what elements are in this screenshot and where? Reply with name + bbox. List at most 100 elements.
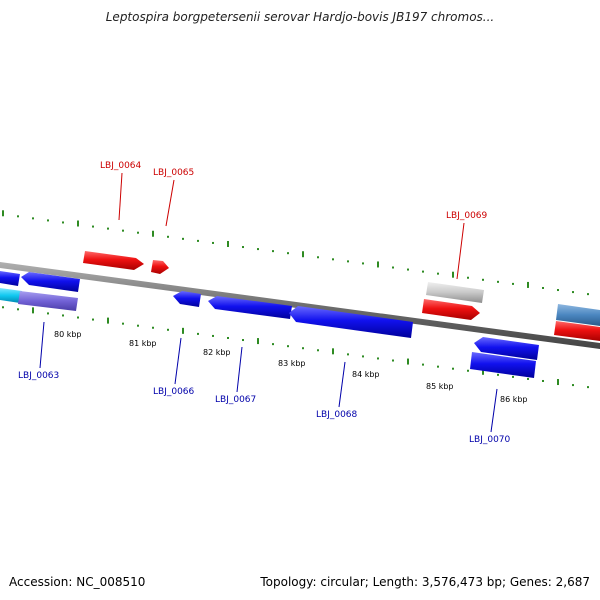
minor-tick	[17, 215, 19, 218]
major-tick	[77, 220, 79, 227]
gene-right-edge-steel[interactable]	[556, 304, 600, 326]
leader-LBJ_0070	[490, 388, 498, 433]
gene-label-LBJ_0064[interactable]: LBJ_0064	[100, 161, 142, 171]
minor-tick	[287, 345, 289, 348]
minor-tick	[467, 369, 469, 372]
major-tick	[377, 261, 379, 268]
minor-tick	[212, 334, 214, 337]
minor-tick	[467, 276, 469, 279]
genome-summary-text: Topology: circular; Length: 3,576,473 bp…	[260, 575, 590, 589]
scale-label-86kbp: 86 kbp	[500, 395, 528, 404]
major-tick	[257, 338, 259, 345]
minor-tick	[422, 363, 424, 366]
gene-LBJ_0069[interactable]	[422, 299, 480, 320]
major-tick	[332, 348, 334, 355]
leader-LBJ_0063	[39, 321, 45, 369]
minor-tick	[47, 312, 49, 315]
gene-LBJ_0067[interactable]	[208, 296, 292, 319]
gene-LBJ_0066[interactable]	[173, 291, 201, 307]
minor-tick	[137, 231, 139, 234]
gene-label-LBJ_0065[interactable]: LBJ_0065	[153, 168, 194, 178]
leader-LBJ_0065	[165, 179, 175, 227]
minor-tick	[332, 258, 334, 261]
minor-tick	[572, 384, 574, 387]
minor-tick	[362, 262, 364, 265]
gene-label-LBJ_0067[interactable]: LBJ_0067	[215, 395, 256, 405]
minor-tick	[557, 289, 559, 292]
minor-tick	[122, 229, 124, 232]
minor-tick	[302, 347, 304, 350]
minor-tick	[287, 252, 289, 255]
minor-tick	[497, 280, 499, 283]
gene-label-LBJ_0068[interactable]: LBJ_0068	[316, 410, 358, 420]
major-tick	[182, 327, 184, 334]
minor-tick	[317, 349, 319, 352]
major-tick	[302, 251, 304, 258]
scale-label-80kbp: 80 kbp	[54, 330, 82, 339]
minor-tick	[347, 260, 349, 263]
minor-tick	[497, 373, 499, 376]
minor-tick	[482, 278, 484, 281]
gene-LBJ_0065[interactable]	[151, 260, 169, 274]
minor-tick	[167, 328, 169, 331]
minor-tick	[242, 246, 244, 249]
minor-tick	[47, 219, 49, 222]
major-tick	[32, 307, 34, 314]
minor-tick	[527, 377, 529, 380]
minor-tick	[62, 221, 64, 224]
leader-LBJ_0064	[118, 172, 123, 221]
minor-tick	[362, 355, 364, 358]
gene-label-LBJ_0066[interactable]: LBJ_0066	[153, 387, 195, 397]
minor-tick	[182, 237, 184, 240]
minor-tick	[257, 248, 259, 251]
gene-label-LBJ_0070[interactable]: LBJ_0070	[469, 435, 511, 445]
minor-tick	[437, 272, 439, 275]
leader-LBJ_0068	[338, 361, 346, 408]
minor-tick	[197, 332, 199, 335]
minor-tick	[512, 282, 514, 285]
major-tick	[107, 317, 109, 324]
minor-tick	[152, 326, 154, 329]
minor-tick	[197, 239, 199, 242]
gene-left-edge-violet[interactable]	[18, 291, 78, 311]
minor-tick	[437, 365, 439, 368]
gene-gray-feature[interactable]	[426, 282, 484, 303]
minor-tick	[317, 256, 319, 259]
gene-label-LBJ_0063[interactable]: LBJ_0063	[18, 371, 59, 381]
minor-tick	[107, 227, 109, 230]
gene-LBJ_0064[interactable]	[83, 251, 144, 270]
gene-right-edge-red[interactable]	[554, 321, 600, 341]
major-tick	[452, 271, 454, 278]
leader-LBJ_0069	[456, 222, 465, 280]
gene-label-LBJ_0069[interactable]: LBJ_0069	[446, 211, 488, 221]
minor-tick	[377, 357, 379, 360]
gene-LBJ_0068[interactable]	[289, 306, 413, 338]
ticks-lower	[2, 306, 589, 389]
major-tick	[227, 240, 229, 247]
minor-tick	[392, 266, 394, 269]
gene-LBJ_0063[interactable]	[21, 272, 80, 292]
minor-tick	[422, 270, 424, 273]
ticks-upper	[2, 210, 589, 296]
minor-tick	[92, 318, 94, 321]
leader-LBJ_0066	[174, 337, 182, 385]
leader-LBJ_0067	[236, 346, 243, 393]
minor-tick	[122, 322, 124, 325]
minor-tick	[92, 225, 94, 228]
minor-tick	[347, 353, 349, 356]
gene-left-edge-blue[interactable]	[0, 271, 20, 286]
minor-tick	[227, 336, 229, 339]
minor-tick	[212, 241, 214, 244]
scale-label-81kbp: 81 kbp	[129, 339, 157, 348]
gene-left-edge-cyan[interactable]	[0, 288, 22, 303]
minor-tick	[392, 359, 394, 362]
minor-tick	[512, 375, 514, 378]
gene-LBJ_0070-upper[interactable]	[474, 337, 539, 360]
minor-tick	[452, 367, 454, 370]
major-tick	[557, 379, 559, 386]
minor-tick	[62, 314, 64, 317]
major-tick	[527, 281, 529, 288]
chromosome-backbone	[0, 262, 600, 349]
gene-LBJ_0070[interactable]	[470, 352, 536, 378]
